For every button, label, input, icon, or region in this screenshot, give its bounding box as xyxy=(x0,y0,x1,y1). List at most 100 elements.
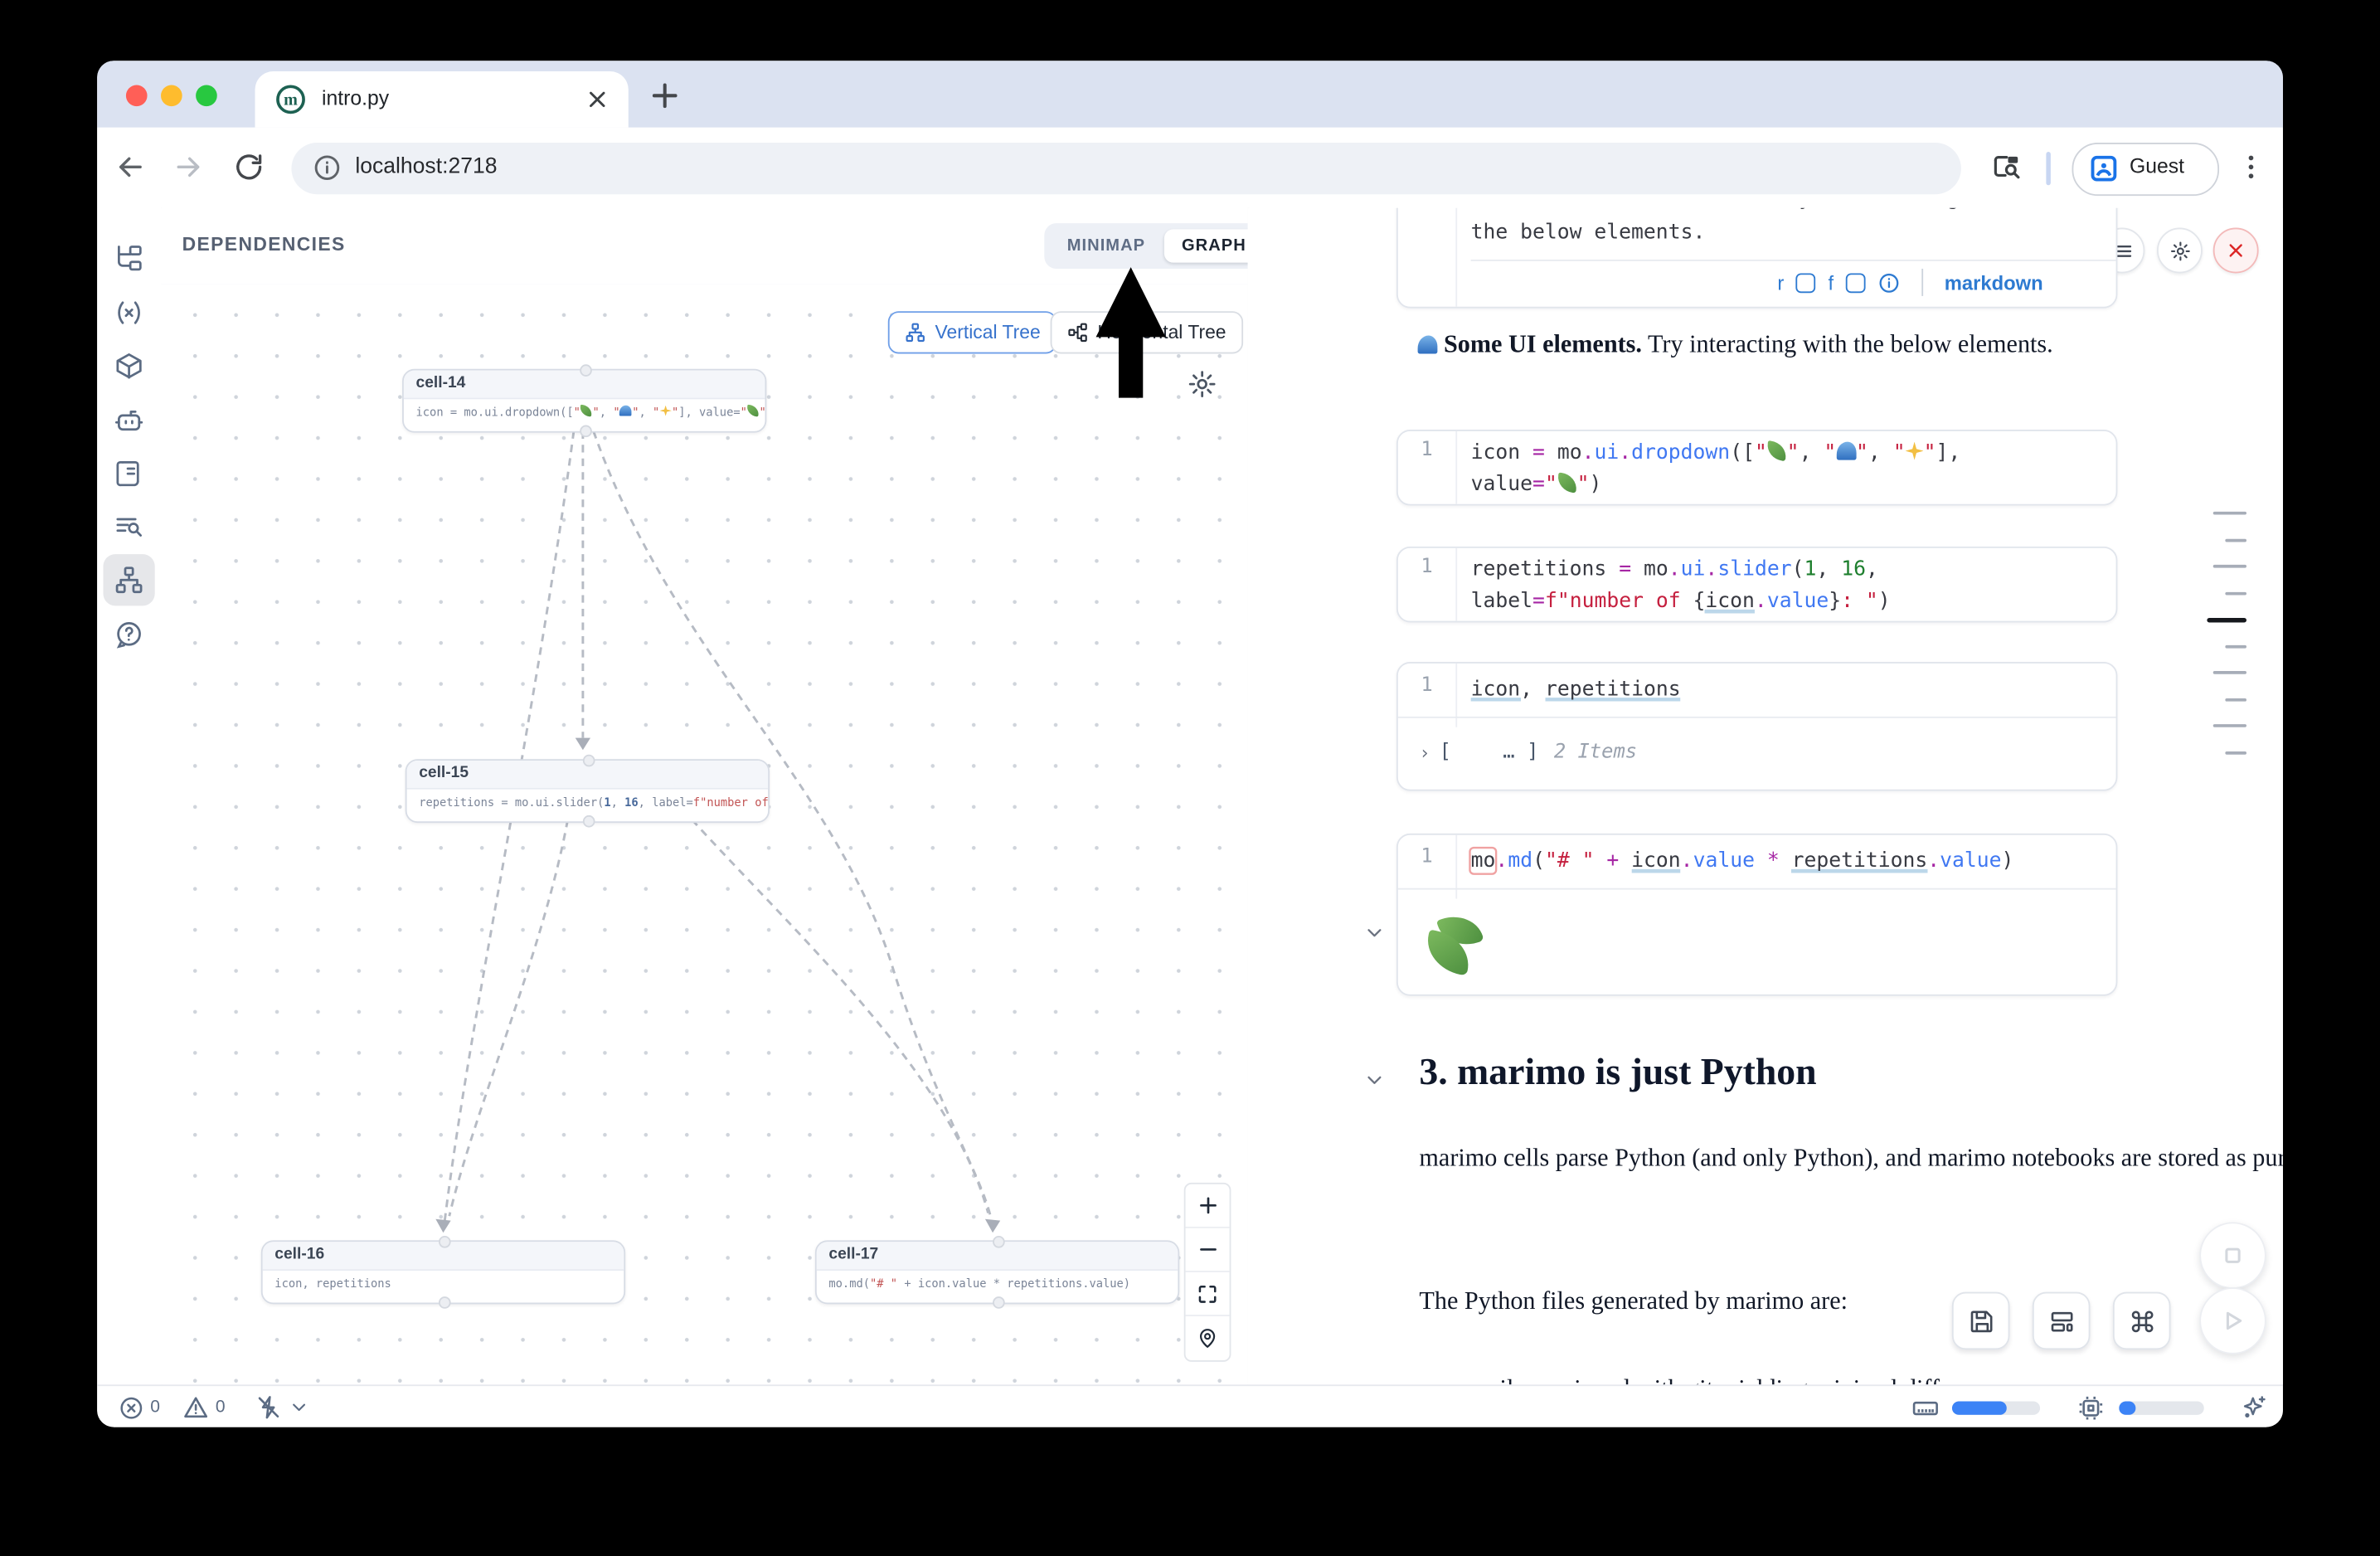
graph-node-cell-17[interactable]: cell-17 mo.md("# " + icon.value * repeti… xyxy=(814,1235,1180,1309)
zoom-out-button[interactable] xyxy=(1185,1228,1230,1272)
save-icon xyxy=(1966,1306,1995,1335)
stop-button[interactable] xyxy=(2199,1222,2266,1290)
ellipsis: … xyxy=(1503,741,1515,764)
errors-count: 0 xyxy=(150,1398,160,1417)
token: label xyxy=(1470,589,1533,614)
minimap-dash[interactable] xyxy=(2225,537,2246,542)
token: , xyxy=(1520,677,1545,702)
minimap-dash[interactable] xyxy=(2212,724,2246,727)
graph-node-cell-14[interactable]: cell-14 icon = mo.ui.dropdown([" ", " ", "… xyxy=(402,364,767,438)
notebook-settings-button[interactable] xyxy=(2156,227,2203,274)
cell-dropdown-code[interactable]: 1 icon = mo.ui.dropdown([" ", " ", " "], va… xyxy=(1396,430,2118,506)
gear-icon xyxy=(2169,239,2191,261)
sidebar-item-help[interactable] xyxy=(103,609,154,660)
fit-view-button[interactable] xyxy=(1185,1272,1230,1316)
collapsed-output[interactable]: › [ … ] 2 Items xyxy=(1419,741,1637,763)
error-circle-icon xyxy=(119,1394,144,1420)
code-line: label=f"number of {icon.value}: ") xyxy=(1471,586,2104,618)
sidebar-item-packages[interactable] xyxy=(103,340,154,391)
command-icon xyxy=(2127,1306,2156,1335)
collapse-output-chevron-icon[interactable] xyxy=(1363,921,1386,944)
new-tab-button[interactable] xyxy=(647,77,683,114)
token: ui xyxy=(1680,557,1706,582)
sidebar-item-scratchpad[interactable] xyxy=(103,501,154,552)
reload-icon[interactable] xyxy=(232,150,265,183)
language-mode-label[interactable]: markdown xyxy=(1944,270,2043,294)
minimap-dash[interactable] xyxy=(2212,564,2246,568)
expand-caret-icon[interactable]: › xyxy=(1419,742,1430,763)
graph-settings-icon[interactable] xyxy=(1187,369,1217,400)
sidebar-item-dependency-graph[interactable] xyxy=(103,554,155,606)
token: 1 xyxy=(604,795,611,810)
sidebar-item-variables[interactable] xyxy=(103,287,154,338)
tab-graph[interactable]: GRAPH xyxy=(1163,229,1265,263)
collapse-section-chevron-icon[interactable] xyxy=(1363,1069,1386,1092)
errors-indicator[interactable]: 0 xyxy=(119,1386,160,1427)
dependency-graph-canvas[interactable]: Vertical Tree Horizontal Tree cell-14 ic… xyxy=(161,284,1248,1385)
save-button[interactable] xyxy=(1951,1291,2010,1350)
dependency-graph-icon xyxy=(114,565,144,596)
minimap-dash[interactable] xyxy=(2212,511,2246,515)
traffic-minimize-button[interactable] xyxy=(161,85,182,107)
token: repetitions xyxy=(1544,677,1681,702)
tab-close-icon[interactable] xyxy=(585,86,610,112)
minimap-dash[interactable] xyxy=(2225,591,2246,595)
sidebar-item-logs[interactable] xyxy=(103,448,154,499)
node-title: cell-15 xyxy=(406,761,769,790)
variables-icon xyxy=(114,298,144,328)
minimap-dash[interactable] xyxy=(2212,671,2246,674)
tab-minimap[interactable]: MINIMAP xyxy=(1066,236,1146,255)
url-bar[interactable]: localhost:2718 xyxy=(291,143,1961,195)
footer-info-icon[interactable] xyxy=(1877,271,1900,294)
forward-icon[interactable] xyxy=(172,150,205,183)
token: . xyxy=(1680,849,1693,873)
graph-node-cell-16[interactable]: cell-16 icon, repetitions xyxy=(260,1235,626,1309)
back-icon[interactable] xyxy=(114,150,147,183)
center-view-button[interactable] xyxy=(1186,1316,1230,1360)
minimap-dash[interactable] xyxy=(2207,617,2246,623)
run-button[interactable] xyxy=(2199,1287,2266,1354)
browser-menu-icon[interactable] xyxy=(2234,150,2267,183)
browser-tab[interactable]: m intro.py xyxy=(255,71,629,128)
traffic-zoom-button[interactable] xyxy=(196,85,217,107)
token: ) xyxy=(1589,472,1602,497)
cell-tuple[interactable]: 1 icon, repetitions › [ … ] 2 Items xyxy=(1396,662,2118,791)
footer-r-checkbox[interactable] xyxy=(1796,272,1816,293)
code-line: icon = mo.ui.dropdown([" ", " ", " "], xyxy=(1471,437,2104,469)
sidebar-item-file-tree[interactable] xyxy=(103,232,154,284)
minimap-dash[interactable] xyxy=(2225,751,2246,754)
graph-edges xyxy=(435,430,1001,1233)
graph-node-cell-15[interactable]: cell-15 repetitions = mo.ui.slider(1, 16… xyxy=(405,754,770,828)
warnings-indicator[interactable]: 0 xyxy=(182,1386,226,1427)
token: " xyxy=(671,405,679,420)
token: ], xyxy=(1936,440,1961,465)
minimap-dash[interactable] xyxy=(2225,644,2246,648)
token: . xyxy=(1927,849,1940,873)
layout-button[interactable] xyxy=(2032,1291,2091,1350)
profile-button[interactable]: Guest xyxy=(2072,143,2220,197)
browser-toolbar: localhost:2718 Guest xyxy=(97,127,2283,208)
horizontal-tree-button[interactable]: Horizontal Tree xyxy=(1050,311,1243,354)
help-icon xyxy=(114,620,144,650)
token: " xyxy=(1786,440,1800,465)
kernel-connection-control[interactable] xyxy=(255,1386,310,1427)
token: value xyxy=(1470,472,1533,497)
cell-slider-code[interactable]: 1 repetitions = mo.ui.slider(1, 16, labe… xyxy=(1396,546,2118,623)
minimap-dash[interactable] xyxy=(2225,698,2246,701)
tab-search-icon[interactable] xyxy=(1990,150,2023,183)
token: icon = mo.ui.dropdown([ xyxy=(415,405,574,420)
zoom-in-button[interactable] xyxy=(1185,1184,1230,1228)
shutdown-button[interactable] xyxy=(2212,227,2259,274)
site-info-icon[interactable] xyxy=(313,153,342,182)
traffic-close-button[interactable] xyxy=(125,85,148,107)
token: ui xyxy=(1594,440,1620,465)
ai-sparkle-button[interactable] xyxy=(2241,1386,2268,1427)
vertical-tree-button[interactable]: Vertical Tree xyxy=(887,311,1057,354)
cell-markdown-intro[interactable]: 1 ** Some UI elements.** Try interacting… xyxy=(1396,207,2118,309)
cell-md-expression[interactable]: 1 mo.md("# " + icon.value * repetitions.… xyxy=(1396,833,2118,996)
marimo-favicon: m xyxy=(276,85,305,114)
sidebar-item-ai-chat[interactable] xyxy=(103,395,154,446)
footer-f-checkbox[interactable] xyxy=(1845,272,1866,293)
em-spark-emoji xyxy=(1905,441,1924,460)
keyboard-shortcuts-button[interactable] xyxy=(2112,1291,2171,1350)
